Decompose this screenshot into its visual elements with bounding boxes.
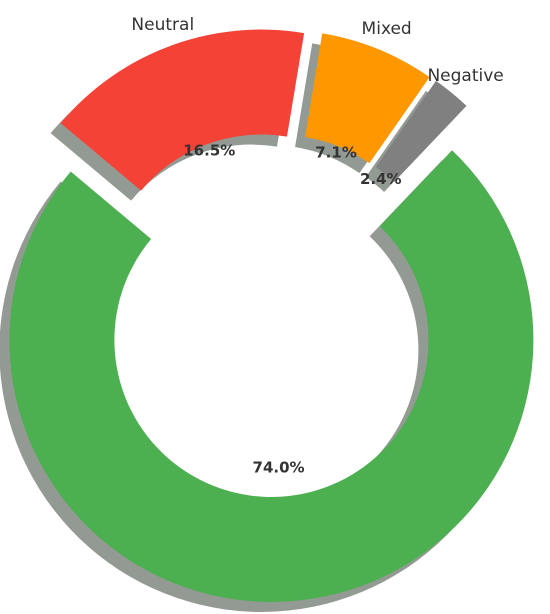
slice (375, 80, 467, 182)
slice (60, 29, 305, 191)
slice (305, 33, 430, 164)
value-label: 2.4% (360, 170, 402, 188)
category-label: Negative (427, 66, 503, 86)
value-label: 74.0% (253, 458, 305, 476)
slice (9, 150, 534, 602)
slice-layer (9, 29, 534, 602)
label-layer: Neutral16.5%Mixed7.1%Negative2.4%Positiv… (131, 15, 503, 614)
value-label: 16.5% (183, 141, 235, 159)
value-label: 7.1% (315, 143, 357, 161)
category-label: Mixed (362, 19, 412, 39)
category-label: Neutral (131, 15, 194, 35)
